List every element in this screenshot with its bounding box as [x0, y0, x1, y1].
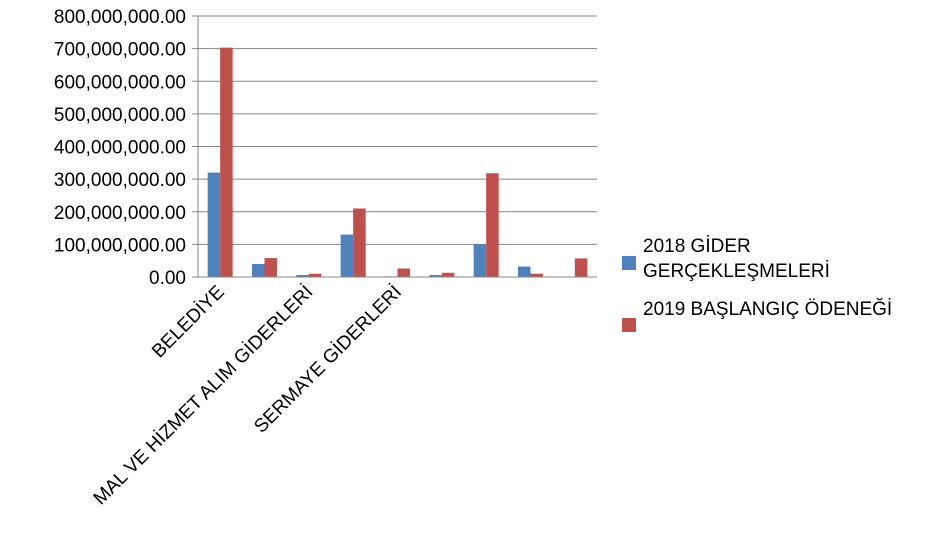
bars [207, 47, 588, 277]
y-tick-label: 600,000,000.00 [54, 72, 186, 93]
y-tick-label: 0.00 [149, 268, 186, 289]
bar [220, 47, 233, 277]
legend-label: 2019 BAŞLANGIÇ ÖDENEĞİ [643, 298, 892, 320]
y-axis-ticks: 0.00 100,000,000.00 200,000,000.00 300,000,… [54, 7, 186, 289]
x-category-label: BELEDİYE [148, 282, 229, 363]
bar [296, 275, 309, 277]
x-category-label: SERMAYE GİDERLERİ [250, 282, 406, 438]
y-tick-label: 200,000,000.00 [54, 203, 186, 224]
legend-swatch [622, 256, 636, 270]
y-tick-label: 400,000,000.00 [54, 138, 186, 159]
bar [530, 273, 543, 277]
gridlines [192, 15, 597, 278]
bar [397, 268, 410, 277]
bar [308, 273, 322, 277]
x-axis [197, 16, 597, 278]
bar [486, 173, 499, 277]
bar [429, 275, 442, 277]
bar [207, 172, 221, 277]
bar [574, 258, 588, 277]
bar [473, 244, 487, 277]
bar [518, 266, 531, 277]
bar [353, 208, 366, 277]
legend-swatch [622, 318, 636, 332]
bar [340, 234, 354, 277]
y-tick-label: 300,000,000.00 [54, 170, 186, 191]
y-tick-label: 700,000,000.00 [54, 40, 186, 61]
bar [264, 258, 277, 277]
legend-label: 2018 GİDER GERÇEKLEŞMELERİ [643, 236, 830, 282]
legend: 2018 GİDER GERÇEKLEŞMELERİ 2019 BAŞLANGIÇ … [622, 236, 892, 332]
bar [441, 272, 455, 277]
y-tick-label: 500,000,000.00 [54, 105, 186, 126]
bar [252, 263, 265, 277]
y-tick-label: 100,000,000.00 [54, 235, 186, 256]
y-tick-label: 800,000,000.00 [54, 7, 186, 28]
